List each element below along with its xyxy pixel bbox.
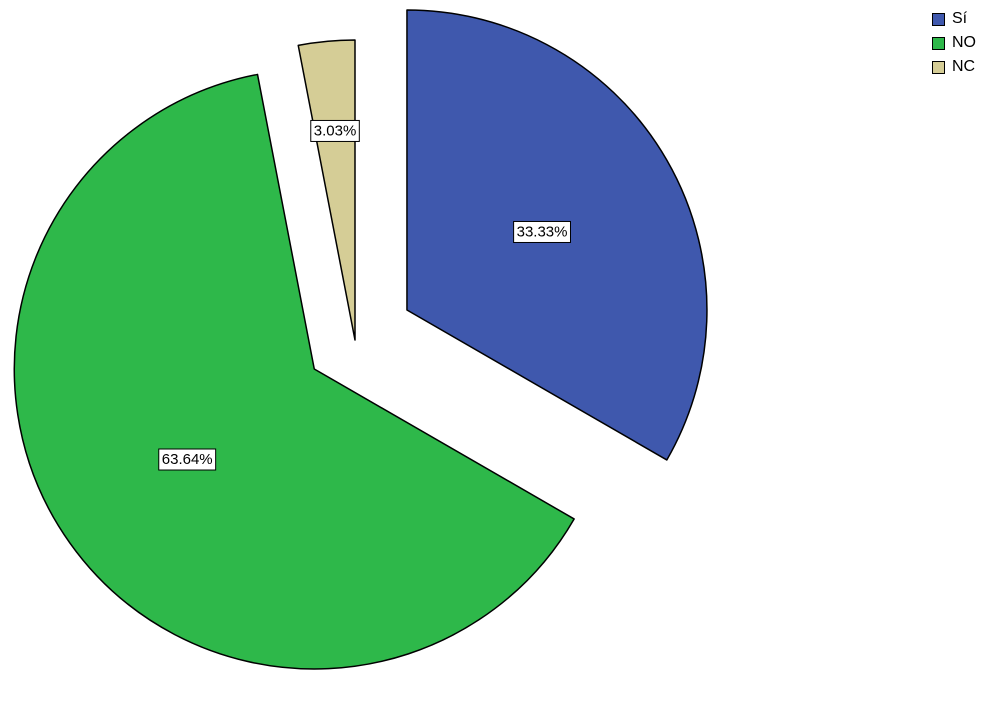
pie-slice-no xyxy=(13,73,575,670)
legend-label-nc: NC xyxy=(952,58,976,75)
legend-item-si: Sí xyxy=(932,10,976,28)
legend: Sí NO NC xyxy=(932,10,976,76)
legend-swatch-nc xyxy=(932,60,945,74)
data-label-nc: 3.03% xyxy=(310,119,360,142)
data-label-text: 3.03% xyxy=(314,122,357,139)
data-label-text: 33.33% xyxy=(517,223,568,240)
legend-item-nc: NC xyxy=(932,58,976,76)
data-label-box xyxy=(158,448,217,471)
data-label-box xyxy=(513,220,571,243)
legend-swatch-si xyxy=(932,12,945,26)
data-label-s: 33.33% xyxy=(513,220,571,243)
legend-label-no: NO xyxy=(952,34,976,51)
legend-item-no: NO xyxy=(932,34,976,52)
pie-slice-nc xyxy=(297,39,356,341)
data-label-text: 63.64% xyxy=(162,451,213,468)
data-label-box xyxy=(310,119,360,142)
data-label-no: 63.64% xyxy=(158,448,217,471)
legend-label-si: Sí xyxy=(952,10,968,27)
legend-swatch-no xyxy=(932,36,945,50)
